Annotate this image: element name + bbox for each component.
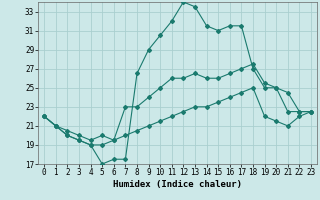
X-axis label: Humidex (Indice chaleur): Humidex (Indice chaleur) [113, 180, 242, 189]
